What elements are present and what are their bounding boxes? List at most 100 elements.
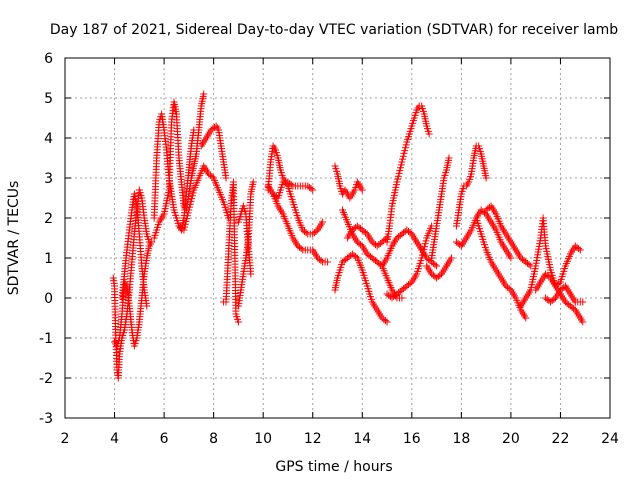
x-tick-label: 2 xyxy=(61,431,70,447)
data-point xyxy=(579,318,587,326)
data-point xyxy=(396,167,404,175)
y-tick-label: 5 xyxy=(44,91,53,107)
data-point xyxy=(545,273,553,281)
data-point xyxy=(505,285,513,293)
data-point xyxy=(400,149,408,157)
grid-lines xyxy=(65,58,610,418)
x-tick-label: 4 xyxy=(110,431,119,447)
data-point xyxy=(208,173,216,181)
x-tick-label: 16 xyxy=(403,431,421,447)
y-tick-label: 3 xyxy=(44,171,53,187)
data-point xyxy=(421,243,429,251)
data-point xyxy=(352,253,360,261)
x-tick-label: 6 xyxy=(160,431,169,447)
data-point xyxy=(397,161,405,169)
data-point xyxy=(181,223,189,231)
data-point xyxy=(188,195,196,203)
data-point xyxy=(436,271,444,279)
data-point xyxy=(376,261,384,269)
data-point xyxy=(401,147,409,155)
data-point xyxy=(431,261,439,269)
data-point xyxy=(188,192,196,200)
data-point xyxy=(307,185,315,193)
data-point xyxy=(393,178,401,186)
data-point xyxy=(576,246,584,254)
data-point xyxy=(399,152,407,160)
data-point xyxy=(234,318,242,326)
data-point xyxy=(324,258,332,266)
data-point xyxy=(433,262,441,270)
data-point xyxy=(394,175,402,183)
data-point xyxy=(406,229,414,237)
data-point xyxy=(419,248,427,256)
data-point xyxy=(507,254,515,262)
data-point xyxy=(396,164,404,172)
data-point xyxy=(383,318,391,326)
data-point xyxy=(420,245,428,253)
y-tick-label: -3 xyxy=(39,411,53,427)
data-point xyxy=(485,203,493,211)
data-point xyxy=(381,317,389,325)
data-point xyxy=(357,241,365,249)
y-axis-label: SDTVAR / TECUs xyxy=(6,181,22,296)
data-point xyxy=(319,218,327,226)
data-point xyxy=(317,257,325,265)
data-point xyxy=(575,245,583,253)
data-point xyxy=(185,206,193,214)
data-point xyxy=(362,229,370,237)
x-tick-label: 24 xyxy=(601,431,619,447)
x-axis-label: GPS time / hours xyxy=(275,459,392,475)
data-point xyxy=(247,270,255,278)
data-point xyxy=(395,169,403,177)
data-point xyxy=(189,189,197,197)
data-point xyxy=(525,261,533,269)
data-point xyxy=(579,298,587,306)
y-tick-label: 4 xyxy=(44,131,53,147)
data-point xyxy=(398,158,406,166)
data-point xyxy=(182,217,190,225)
data-point xyxy=(482,174,490,182)
data-point xyxy=(287,181,295,189)
data-point xyxy=(302,229,310,237)
x-tick-label: 10 xyxy=(254,431,272,447)
data-point xyxy=(183,215,191,223)
data-point xyxy=(249,178,257,186)
data-point xyxy=(399,155,407,163)
data-point xyxy=(200,90,208,98)
x-tick-label: 20 xyxy=(502,431,520,447)
data-point xyxy=(186,200,194,208)
data-point xyxy=(425,130,433,138)
data-point xyxy=(143,302,151,310)
data-point xyxy=(447,254,455,262)
y-tick-label: 2 xyxy=(44,211,53,227)
data-point xyxy=(210,123,218,131)
data-point xyxy=(445,154,453,162)
data-point xyxy=(401,144,409,152)
data-point xyxy=(406,279,414,287)
data-point xyxy=(418,251,426,259)
x-tick-label: 8 xyxy=(209,431,218,447)
data-point xyxy=(186,203,194,211)
plot-frame xyxy=(64,57,611,419)
x-tick-label: 14 xyxy=(353,431,371,447)
data-point xyxy=(222,174,230,182)
y-tick-label: 6 xyxy=(44,51,53,67)
y-tick-label: -2 xyxy=(39,371,53,387)
data-point xyxy=(560,283,568,291)
data-point xyxy=(180,226,188,234)
data-point xyxy=(421,240,429,248)
data-point xyxy=(148,238,156,246)
data-point xyxy=(312,227,320,235)
data-point xyxy=(522,314,530,322)
data-point xyxy=(183,212,191,220)
y-tick-label: 0 xyxy=(44,291,53,307)
data-point xyxy=(398,294,406,302)
x-tick-label: 12 xyxy=(304,431,322,447)
data-point xyxy=(394,172,402,180)
y-tick-label: -1 xyxy=(39,331,53,347)
data-point xyxy=(184,209,192,217)
x-tick-label: 22 xyxy=(552,431,570,447)
data-point xyxy=(550,295,558,303)
